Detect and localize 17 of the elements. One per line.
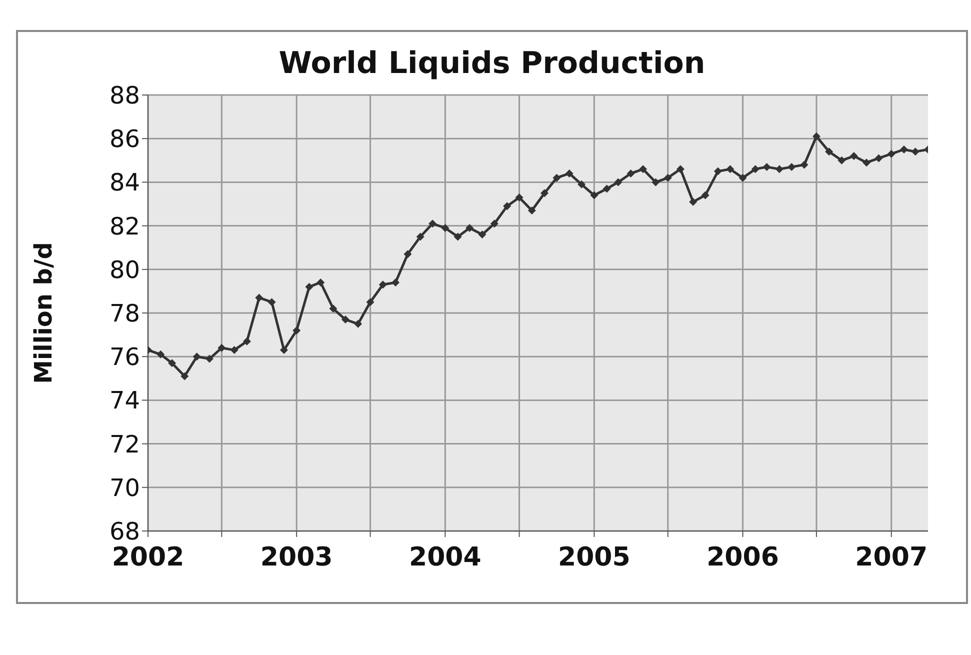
y-tick-label: 70	[109, 474, 140, 502]
x-tick-label: 2004	[408, 542, 482, 572]
y-tick-label: 74	[109, 386, 140, 415]
y-tick-label: 76	[109, 343, 140, 372]
y-tick-label: 88	[109, 82, 140, 110]
y-tick-label: 86	[109, 125, 140, 154]
y-tick-label: 78	[109, 300, 140, 328]
y-axis-title: Million b/d	[30, 242, 58, 384]
y-tick-label: 82	[109, 212, 140, 240]
chart-title: World Liquids Production	[278, 46, 706, 81]
x-tick-label: 2003	[260, 542, 333, 572]
x-tick-label: 2007	[855, 542, 928, 572]
x-tick-label: 2006	[706, 542, 779, 572]
y-tick-label: 72	[109, 430, 140, 458]
y-tick-label: 84	[109, 168, 140, 197]
x-tick-label: 2005	[558, 542, 630, 572]
y-tick-label: 80	[109, 256, 140, 284]
